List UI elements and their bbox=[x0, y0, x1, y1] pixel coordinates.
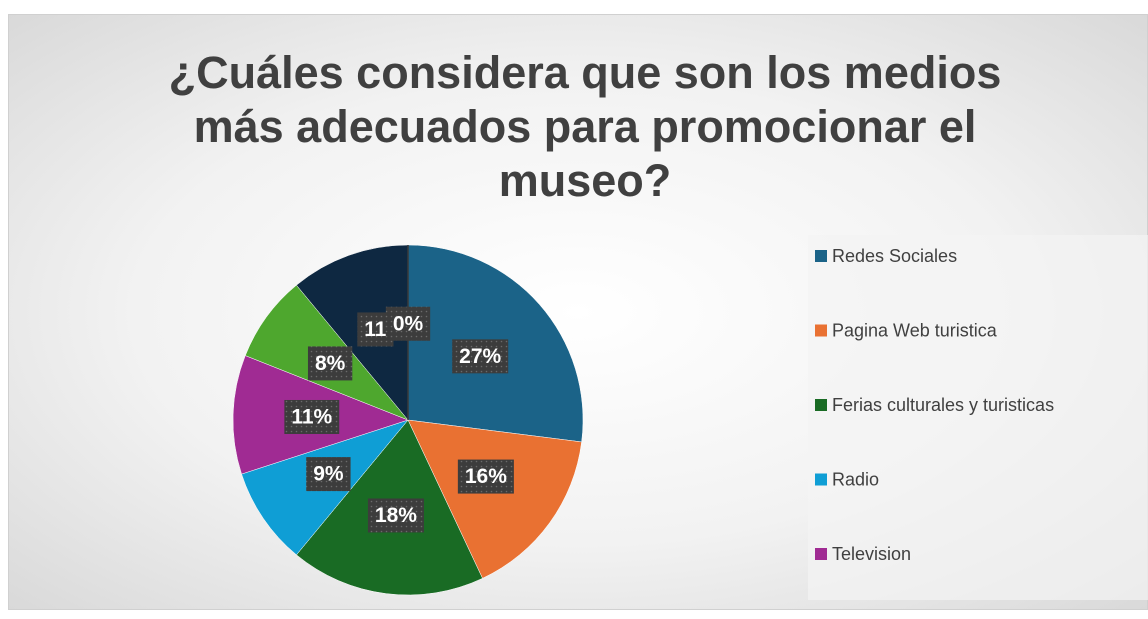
data-label-box bbox=[284, 399, 340, 434]
data-label: 9% bbox=[313, 463, 344, 486]
legend-swatch bbox=[815, 250, 827, 262]
data-label: 16% bbox=[465, 465, 507, 488]
legend-label: Redes Sociales bbox=[832, 246, 957, 266]
legend-label: Pagina Web turistica bbox=[832, 320, 998, 340]
legend-box bbox=[808, 235, 1148, 600]
legend-label: Television bbox=[832, 544, 911, 564]
data-label-box bbox=[457, 459, 514, 494]
data-label: 8% bbox=[315, 352, 346, 375]
data-label-box bbox=[307, 346, 353, 381]
data-label-box bbox=[306, 457, 351, 492]
legend-swatch bbox=[815, 399, 827, 411]
data-label: 0% bbox=[393, 312, 424, 335]
pie-slice bbox=[296, 244, 409, 421]
legend-swatch bbox=[815, 324, 827, 337]
pie-slice bbox=[407, 419, 582, 579]
legend-label: Radio bbox=[832, 469, 879, 489]
data-label-box bbox=[385, 306, 431, 341]
data-label: 27% bbox=[459, 345, 501, 368]
data-label: 11 bbox=[364, 318, 387, 341]
legend-swatch bbox=[815, 548, 827, 560]
data-label: 11% bbox=[291, 406, 332, 429]
data-label-box bbox=[367, 498, 424, 533]
chart-title: ¿Cuáles considera que son los medios más… bbox=[168, 47, 1002, 206]
legend-label: Ferias culturales y turisticas bbox=[832, 395, 1054, 415]
data-label: 18% bbox=[375, 504, 417, 527]
legend-swatch bbox=[815, 473, 827, 486]
data-label-box bbox=[452, 339, 509, 374]
